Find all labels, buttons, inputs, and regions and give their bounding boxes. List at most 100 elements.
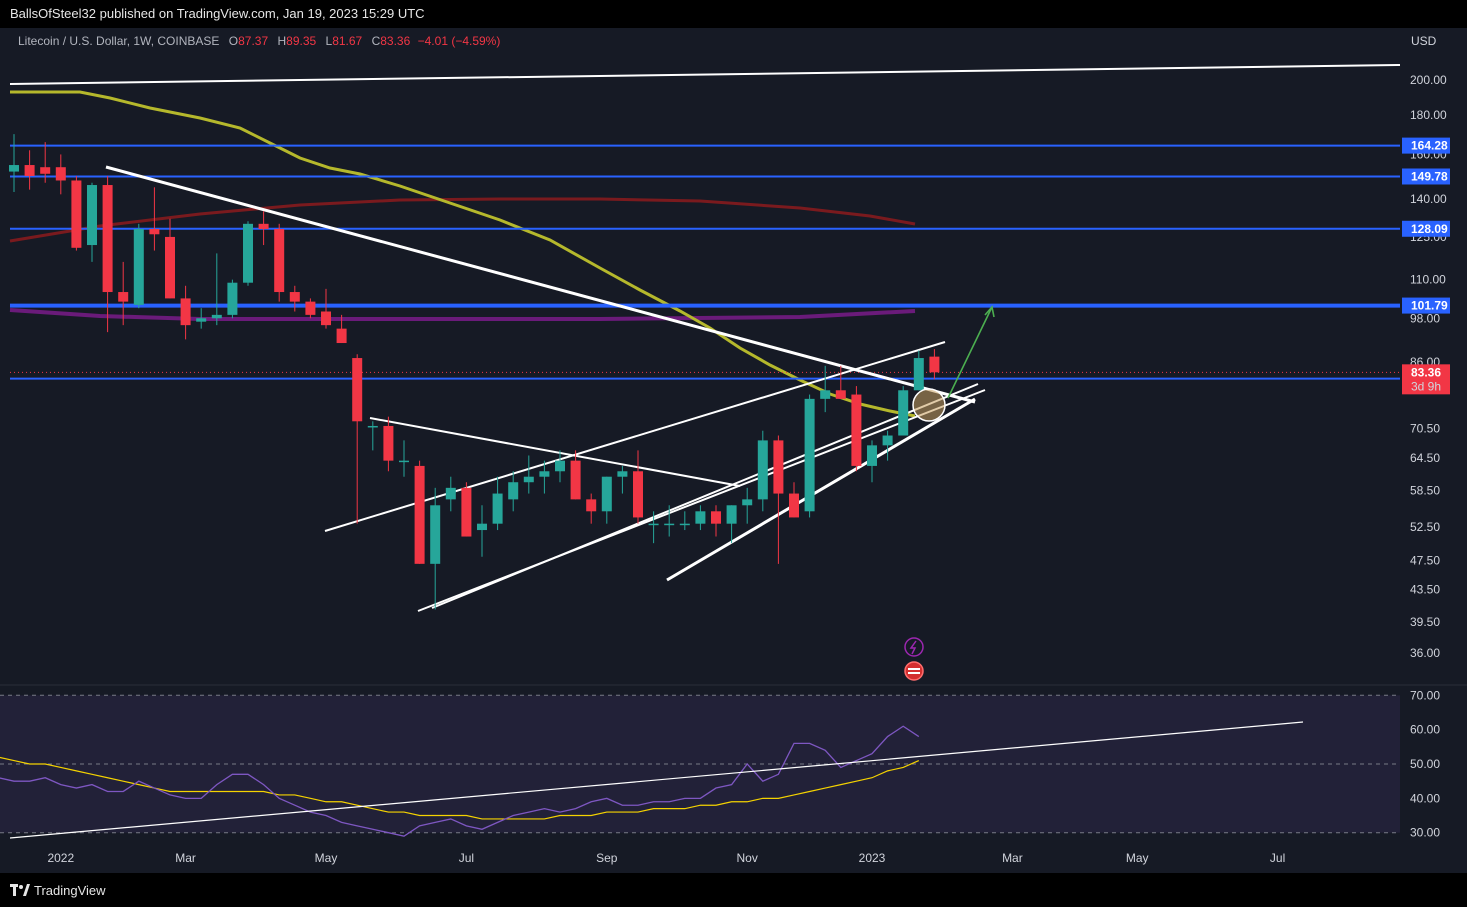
candle-body[interactable]: [648, 523, 659, 526]
candle-body[interactable]: [695, 511, 706, 524]
candle-body[interactable]: [211, 314, 222, 319]
candle-body[interactable]: [289, 292, 300, 302]
candle-body[interactable]: [40, 167, 51, 174]
trendline[interactable]: [369, 417, 741, 487]
candle-body[interactable]: [180, 298, 191, 326]
low-value: 81.67: [332, 34, 363, 48]
candle-body[interactable]: [133, 229, 144, 305]
candle-body[interactable]: [24, 165, 35, 176]
candle-body[interactable]: [882, 435, 893, 446]
time-tick-label: Mar: [1002, 851, 1023, 865]
candle-body[interactable]: [149, 229, 160, 235]
candle-body[interactable]: [227, 282, 238, 315]
close-label: C: [371, 34, 381, 48]
symbol-title[interactable]: Litecoin / U.S. Dollar, 1W, COINBASE: [18, 34, 220, 48]
level-badge-label: 128.09: [1411, 222, 1448, 236]
level-badge[interactable]: [1402, 137, 1450, 154]
candle-body[interactable]: [601, 476, 612, 512]
candle-body[interactable]: [196, 318, 207, 322]
candle-body[interactable]: [742, 499, 753, 506]
projection-arrow[interactable]: [947, 306, 993, 399]
lightning-event-icon[interactable]: [904, 637, 924, 657]
trendline[interactable]: [105, 165, 976, 404]
candle-body[interactable]: [55, 167, 66, 181]
candle-body[interactable]: [508, 482, 519, 500]
candle-body[interactable]: [726, 505, 737, 524]
ma-yellow-line: [10, 90, 916, 418]
candle-body[interactable]: [913, 358, 924, 391]
candle-body[interactable]: [367, 425, 378, 428]
candle-body[interactable]: [867, 445, 877, 466]
trendline[interactable]: [666, 397, 976, 582]
chart-svg[interactable]: 200.00180.00160.00140.00125.00110.0098.0…: [0, 28, 1467, 873]
candle-body[interactable]: [492, 493, 503, 524]
candle-body[interactable]: [71, 180, 82, 248]
last-price-badge[interactable]: [1402, 364, 1450, 395]
price-tick-label: 36.00: [1410, 646, 1440, 660]
currency-label[interactable]: USD: [1411, 34, 1437, 48]
candle-body[interactable]: [711, 511, 721, 524]
candle-body[interactable]: [274, 229, 285, 293]
candle-body[interactable]: [835, 390, 846, 399]
price-tick-label: 43.50: [1410, 583, 1440, 597]
candle-body[interactable]: [851, 394, 862, 466]
rsi-line: [0, 725, 920, 837]
candle-body[interactable]: [477, 523, 487, 531]
price-tick-label: 52.50: [1410, 520, 1440, 534]
level-badge[interactable]: [1402, 297, 1450, 314]
candle-body[interactable]: [461, 487, 472, 537]
rsi-tick-label: 60.00: [1410, 723, 1440, 737]
candle-body[interactable]: [664, 523, 675, 526]
candle-body[interactable]: [165, 236, 175, 299]
candle-body[interactable]: [430, 505, 441, 564]
candle-body[interactable]: [898, 390, 909, 436]
level-badge[interactable]: [1402, 220, 1450, 237]
candle-body[interactable]: [102, 185, 113, 293]
level-badge-label: 164.28: [1411, 139, 1448, 153]
candle-body[interactable]: [820, 390, 831, 399]
flag-stripe: [908, 668, 920, 670]
level-badge[interactable]: [1402, 168, 1450, 185]
candle-body[interactable]: [617, 471, 628, 477]
candle-body[interactable]: [757, 440, 768, 500]
time-tick-label: Jul: [459, 851, 474, 865]
candle-body[interactable]: [445, 487, 456, 500]
tradingview-logo[interactable]: TradingView: [10, 883, 106, 898]
candle-body[interactable]: [804, 398, 815, 512]
level-badge-label: 101.79: [1411, 299, 1448, 313]
candle-body[interactable]: [555, 460, 565, 472]
candle-body[interactable]: [399, 460, 409, 463]
trendline[interactable]: [431, 383, 979, 609]
price-tick-label: 70.50: [1410, 421, 1440, 435]
candle-body[interactable]: [383, 425, 394, 461]
candle-body[interactable]: [789, 493, 799, 518]
candle-body[interactable]: [570, 460, 581, 500]
candle-body[interactable]: [321, 311, 331, 326]
chart-frame[interactable]: 200.00 180.00 160.00 140.00 125.00 110.00 98.0…: [0, 28, 1467, 873]
candle-body[interactable]: [87, 185, 97, 246]
candle-body[interactable]: [929, 356, 940, 373]
candle-body[interactable]: [523, 476, 534, 483]
highlight-circle[interactable]: [912, 388, 946, 422]
candle-body[interactable]: [258, 223, 269, 230]
candle-body[interactable]: [414, 465, 425, 564]
candle-body[interactable]: [586, 499, 597, 512]
publisher-line: BallsOfSteel32 published on TradingView.…: [0, 0, 1467, 28]
time-tick-label: 2023: [859, 851, 886, 865]
candle-body[interactable]: [305, 301, 316, 315]
candle-body[interactable]: [118, 292, 129, 302]
trendline[interactable]: [324, 341, 946, 532]
candle-body[interactable]: [243, 223, 253, 283]
candle-body[interactable]: [352, 358, 363, 422]
rsi-trendline[interactable]: [9, 721, 1304, 839]
candle-body[interactable]: [9, 165, 19, 172]
us-flag-event-icon[interactable]: [904, 661, 924, 681]
price-tick-label: 58.50: [1410, 484, 1440, 498]
candle-body[interactable]: [679, 523, 690, 526]
change-value: −4.01 (−4.59%): [417, 34, 501, 48]
candle-body[interactable]: [773, 440, 784, 494]
candle-body[interactable]: [633, 471, 643, 518]
candle-body[interactable]: [336, 328, 347, 344]
candle-body[interactable]: [539, 471, 550, 477]
trendline[interactable]: [9, 64, 1401, 85]
